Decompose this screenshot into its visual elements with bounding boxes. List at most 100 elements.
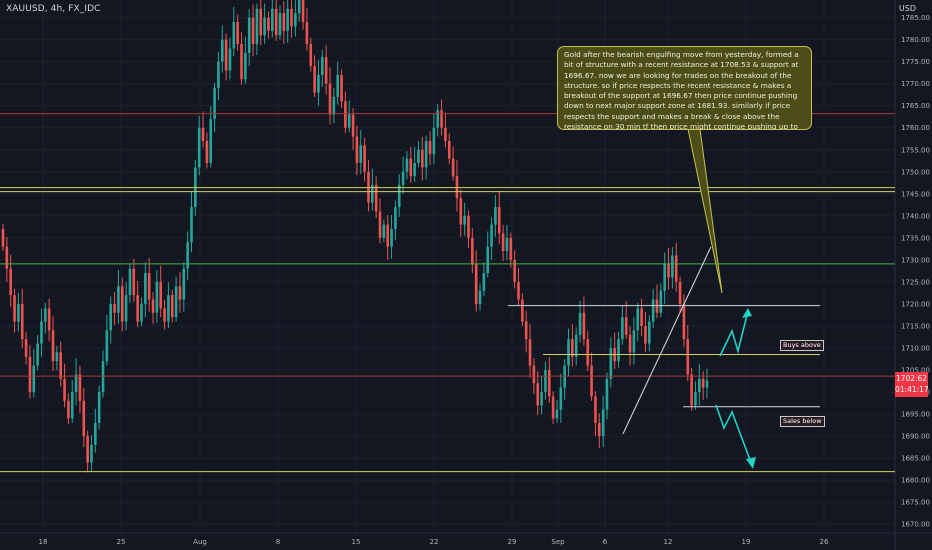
y-tick-label: 1715.00 (901, 322, 930, 330)
candle-body (209, 118, 213, 163)
candle-body (686, 339, 690, 375)
x-tick-label: 25 (117, 538, 126, 546)
candle-body (597, 422, 601, 437)
candle-body (147, 273, 151, 300)
y-tick-label: 1730.00 (901, 256, 930, 264)
sales-below-label[interactable]: Sales below (780, 416, 825, 427)
candle-body (144, 273, 147, 304)
candle-body (659, 290, 663, 313)
candle-body (182, 268, 186, 300)
candle-body (178, 286, 182, 300)
candle-body (405, 158, 409, 172)
candle-body (594, 396, 597, 423)
candle-body (167, 295, 170, 322)
candle-body (124, 295, 128, 322)
candle-body (286, 8, 289, 31)
bullish-arrowhead (742, 308, 752, 318)
y-tick-label: 1760.00 (901, 124, 930, 132)
candle-body (86, 436, 89, 463)
candle-body (371, 185, 374, 203)
candle-body (94, 422, 97, 445)
candle-body (9, 268, 12, 296)
candle-body (494, 207, 497, 225)
candle-body (40, 321, 43, 344)
candle-body (240, 44, 243, 80)
candle-body (678, 281, 682, 304)
candle-body (647, 321, 651, 344)
candle-body (690, 374, 693, 406)
candle-body (459, 198, 463, 225)
candle-body (44, 308, 47, 322)
x-tick-label: 29 (508, 538, 517, 546)
y-tick-label: 1670.00 (901, 521, 930, 529)
candle-body (436, 110, 440, 128)
candle-body (32, 365, 36, 393)
candle-body (5, 246, 9, 269)
candle-body (321, 57, 324, 75)
candle-body (51, 330, 55, 362)
candle-body (140, 303, 143, 322)
candle-body (332, 96, 336, 115)
candle-body (228, 48, 232, 71)
candle-body (478, 290, 482, 304)
bullish-projection-arrow (719, 310, 749, 357)
x-tick-label: 22 (430, 538, 439, 546)
annotation-text: Gold after the bearish engulfing move fr… (564, 50, 799, 130)
candle-body (540, 392, 543, 406)
candle-body (259, 8, 263, 36)
candle-body (82, 400, 86, 437)
candle-body (347, 114, 351, 128)
candle-body (524, 321, 528, 340)
y-tick-label: 1725.00 (901, 278, 930, 286)
y-tick-label: 1750.00 (901, 168, 930, 176)
candle-body (440, 110, 443, 128)
candle-body (417, 149, 420, 163)
candle-body (128, 268, 132, 296)
candle-body (120, 286, 124, 322)
candle-body (174, 286, 178, 318)
trendline (622, 246, 712, 435)
candle-body (474, 264, 478, 304)
candle-body (490, 224, 493, 247)
candle-body (640, 308, 643, 326)
candle-body (324, 57, 328, 84)
y-tick-label: 1720.00 (901, 300, 930, 308)
candle-body (190, 207, 193, 243)
candle-body (651, 299, 655, 322)
candle-body (509, 237, 513, 260)
candle-body (197, 127, 201, 168)
candle-body (224, 39, 228, 71)
candle-body (671, 255, 674, 278)
candle-body (636, 308, 640, 331)
x-tick-label: 18 (39, 538, 48, 546)
annotation-note[interactable]: Gold after the bearish engulfing move fr… (557, 46, 812, 130)
candle-body (424, 140, 428, 168)
candle-body (517, 281, 520, 300)
candle-body (444, 127, 447, 141)
x-tick-label: 6 (603, 538, 608, 546)
candle-body (501, 233, 505, 252)
y-tick-label: 1755.00 (901, 146, 930, 154)
candle-body (486, 246, 490, 274)
candle-body (497, 207, 501, 234)
candle-body (482, 273, 486, 291)
candle-body (413, 162, 416, 177)
candle-body (159, 281, 163, 309)
candle-body (386, 224, 389, 247)
candle-body (463, 215, 466, 225)
current-price-badge: 1702.62 01:41:17 (895, 372, 929, 397)
candle-body (663, 264, 666, 291)
y-tick-label: 1680.00 (901, 477, 930, 485)
candle-body (528, 339, 532, 366)
buys-above-label[interactable]: Buys above (780, 340, 824, 351)
candle-body (421, 149, 424, 168)
candle-body (247, 17, 251, 53)
x-tick-label: 15 (352, 538, 361, 546)
candle-body (536, 383, 540, 406)
x-tick-label: 26 (820, 538, 829, 546)
y-tick-label: 1745.00 (901, 190, 930, 198)
y-tick-label: 1695.00 (901, 411, 930, 419)
candle-body (328, 83, 332, 115)
candle-body (617, 339, 620, 362)
